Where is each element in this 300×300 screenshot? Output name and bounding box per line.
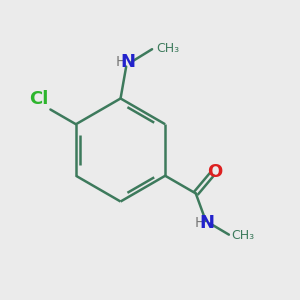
Text: CH₃: CH₃ xyxy=(231,229,254,242)
Text: N: N xyxy=(199,214,214,232)
Text: CH₃: CH₃ xyxy=(156,42,179,55)
Text: H: H xyxy=(116,55,126,69)
Text: O: O xyxy=(208,163,223,181)
Text: Cl: Cl xyxy=(30,90,49,108)
Text: H: H xyxy=(194,217,205,230)
Text: N: N xyxy=(120,53,135,71)
